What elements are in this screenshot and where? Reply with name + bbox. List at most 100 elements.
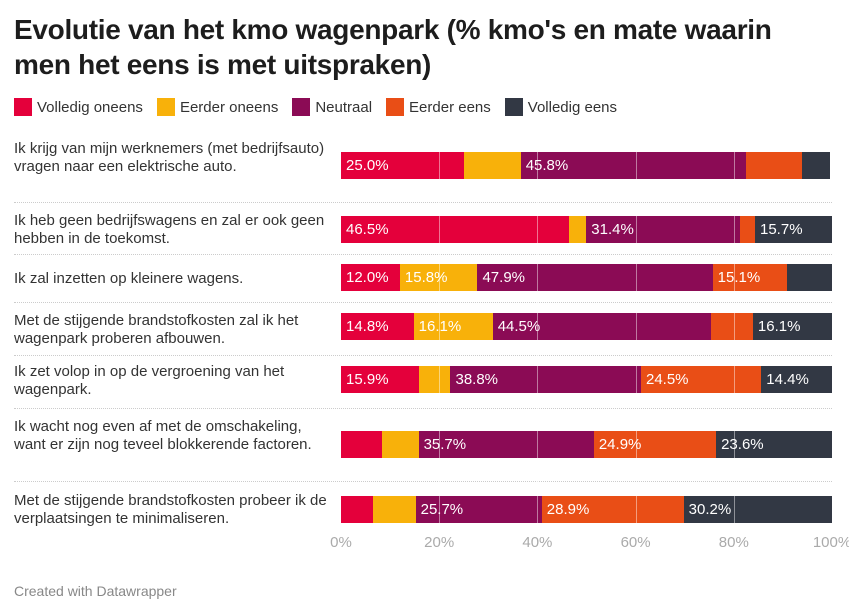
legend-label: Eerder eens: [409, 98, 491, 116]
x-tick-label: 60%: [620, 534, 651, 551]
data-label: 15.9%: [346, 371, 389, 388]
bar-segment: 15.9%: [341, 366, 420, 393]
row-separator: [14, 254, 832, 255]
bar-segment: [786, 264, 832, 291]
bar-row: 12.0% 15.8% 47.9% 15.1%: [341, 264, 832, 291]
legend-swatch: [156, 98, 175, 116]
bar-segment: [463, 152, 521, 179]
gridline: [635, 145, 637, 525]
bar-segment: 30.2%: [683, 496, 832, 523]
bar-segment: 38.8%: [450, 366, 641, 393]
legend-item: Volledig oneens: [14, 98, 143, 116]
data-label: 14.4%: [766, 371, 809, 388]
data-label: 12.0%: [346, 269, 389, 286]
data-label: 15.7%: [760, 221, 803, 238]
bar-row: 35.7% 24.9% 23.6%: [341, 431, 832, 458]
legend-swatch: [386, 98, 405, 116]
x-tick-label: 80%: [718, 534, 749, 551]
legend-item: Eerder oneens: [156, 98, 279, 116]
legend-swatch: [504, 98, 523, 116]
bar-segment: [381, 431, 419, 458]
row-separator: [14, 481, 832, 482]
data-label: 35.7%: [423, 436, 467, 453]
bar-segment: 24.5%: [640, 366, 762, 393]
gridline: [537, 145, 539, 525]
data-label: 31.4%: [591, 221, 634, 238]
category-label: Met de stijgende brandstofkosten probeer…: [14, 492, 327, 527]
x-tick-label: 40%: [522, 534, 553, 551]
bar-segment: 14.4%: [761, 366, 832, 393]
data-label: 14.8%: [346, 318, 389, 335]
bar-segment: 47.9%: [477, 264, 713, 291]
data-label: 38.8%: [455, 371, 499, 388]
legend-label: Neutraal: [315, 98, 373, 116]
data-label: 45.8%: [525, 157, 569, 174]
bar-segment: [745, 152, 802, 179]
row-separator: [14, 355, 832, 356]
bar-segment: [801, 152, 830, 179]
bar-segment: 31.4%: [586, 216, 741, 243]
bar-row: 25.7% 28.9% 30.2%: [341, 496, 832, 523]
legend-item: Volledig eens: [504, 98, 618, 116]
category-label: Met de stijgende brandstofkosten zal ik …: [14, 312, 299, 347]
gridline: [439, 145, 441, 525]
legend-swatch: [292, 98, 311, 116]
bar-row: 25.0% 45.8%: [341, 152, 832, 179]
bar-segment: 25.7%: [415, 496, 542, 523]
data-label: 23.6%: [721, 436, 764, 453]
row-separator: [14, 302, 832, 303]
bar-segment: 16.1%: [752, 313, 832, 340]
bar-segment: [341, 496, 373, 523]
row-separator: [14, 202, 832, 203]
gridline: [733, 145, 735, 525]
bar-segment: [419, 366, 451, 393]
bar-segment: 44.5%: [492, 313, 712, 340]
bar-segment: 15.7%: [755, 216, 832, 243]
bar-segment: 46.5%: [341, 216, 570, 243]
legend-item: Eerder eens: [386, 98, 491, 116]
chart-title: Evolutie van het kmo wagenpark (% kmo's …: [14, 14, 772, 80]
bar-row: 14.8% 16.1% 44.5% 16.1%: [341, 313, 832, 340]
legend-swatch: [14, 98, 32, 116]
legend-label: Eerder oneens: [179, 98, 279, 116]
legend-item: Neutraal: [292, 98, 372, 116]
data-label: 25.7%: [420, 501, 464, 518]
data-label: 44.5%: [497, 318, 541, 335]
data-label: 30.2%: [688, 501, 732, 518]
x-tick-label: 20%: [424, 534, 455, 551]
legend-label: Volledig oneens: [37, 98, 143, 116]
data-label: 15.8%: [404, 269, 448, 286]
x-tick-label: 100%: [812, 534, 849, 551]
category-label: Ik krijg van mijn werknemers (met bedrij…: [14, 140, 325, 175]
x-tick-label: 0%: [330, 534, 352, 551]
bar-segment: [740, 216, 755, 243]
data-label: 15.1%: [717, 269, 761, 286]
bar-segment: [711, 313, 753, 340]
bar-segment: [372, 496, 416, 523]
data-label: 46.5%: [346, 221, 389, 238]
footer-credit: Created with Datawrapper: [14, 583, 177, 599]
bar-row: 46.5% 31.4% 15.7%: [341, 216, 832, 243]
bar-segment: 28.9%: [541, 496, 684, 523]
bar-segment: [341, 431, 382, 458]
bar-segment: 14.8%: [341, 313, 414, 340]
data-label: 24.5%: [645, 371, 689, 388]
bar-segment: 15.8%: [399, 264, 478, 291]
legend-label: Volledig eens: [527, 98, 618, 116]
category-label: Ik wacht nog even af met de omschakeling…: [14, 418, 312, 453]
bar-segment: 45.8%: [520, 152, 746, 179]
data-label: 24.9%: [598, 436, 642, 453]
bar-segment: 16.1%: [413, 313, 493, 340]
data-label: 16.1%: [418, 318, 462, 335]
bar-segment: 35.7%: [418, 431, 594, 458]
category-label: Ik zet volop in op de vergroening van he…: [14, 363, 285, 398]
bar-row: 15.9% 38.8% 24.5% 14.4%: [341, 366, 832, 393]
bar-segment: [569, 216, 587, 243]
data-label: 28.9%: [546, 501, 590, 518]
legend: Volledig oneens Eerder oneens Neutraal Eerd…: [14, 98, 617, 116]
bar-segment: 24.9%: [593, 431, 717, 458]
bar-segment: 15.1%: [712, 264, 787, 291]
bar-segment: 23.6%: [716, 431, 832, 458]
bar-segment: 25.0%: [341, 152, 464, 179]
